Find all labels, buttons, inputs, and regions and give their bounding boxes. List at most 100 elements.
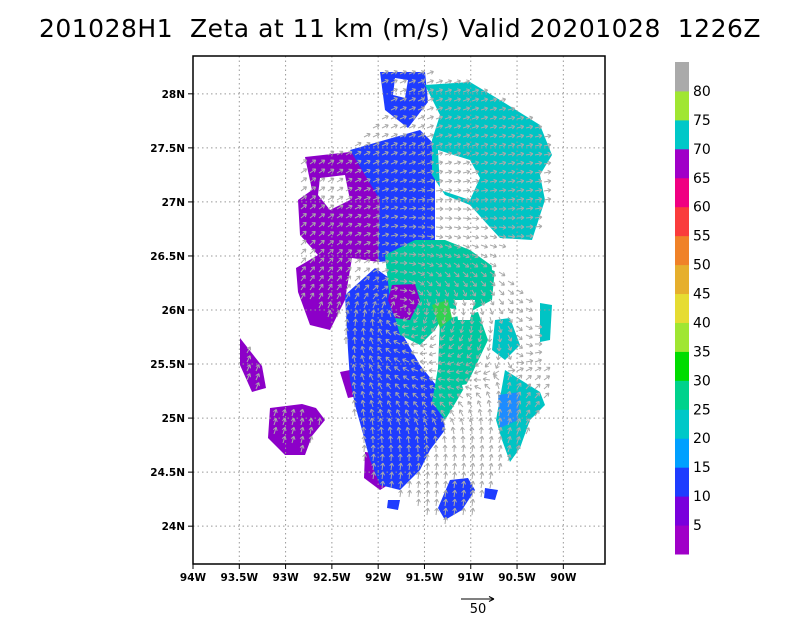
wind-vector — [471, 188, 480, 193]
wind-vector — [387, 426, 393, 435]
wind-vector — [496, 390, 502, 399]
wind-vector — [447, 393, 455, 399]
wind-vector — [354, 249, 362, 255]
wind-vector — [318, 257, 325, 264]
wind-vector — [345, 292, 351, 300]
wind-vector — [361, 318, 367, 327]
wind-vector — [534, 366, 542, 372]
wind-vector — [360, 408, 366, 417]
wind-vector — [309, 177, 317, 183]
wind-vector — [451, 307, 457, 316]
wind-vector — [299, 408, 305, 417]
wind-vector — [534, 392, 541, 399]
wind-vector — [488, 453, 494, 462]
wind-vector — [408, 151, 416, 156]
wind-vector — [489, 169, 498, 175]
lon-tick-label: 90.5W — [498, 572, 536, 584]
wind-vector — [381, 133, 389, 138]
data-gap — [318, 175, 350, 210]
wind-vector — [480, 289, 486, 297]
colorbar-swatch — [675, 177, 689, 208]
wind-vector — [543, 169, 552, 175]
wind-vector — [300, 248, 307, 255]
colorbar-label: 75 — [693, 113, 711, 129]
wind-vector — [498, 106, 507, 112]
wind-vector — [480, 151, 489, 157]
speed-region — [484, 488, 498, 500]
wind-vector — [478, 417, 484, 426]
wind-vector — [534, 124, 543, 130]
wind-vector — [417, 142, 425, 147]
wind-vector — [432, 418, 437, 426]
wind-vector — [425, 489, 430, 498]
wind-vector — [368, 355, 374, 363]
wind-vector — [438, 343, 446, 349]
wind-vector — [473, 377, 482, 383]
wind-vector — [480, 262, 488, 268]
wind-vector — [507, 373, 512, 381]
wind-vector — [419, 367, 428, 373]
wind-vector — [380, 453, 385, 462]
wind-vector — [345, 240, 353, 246]
wind-vector — [516, 215, 525, 221]
wind-vector — [428, 351, 437, 357]
wind-vector — [402, 316, 410, 322]
wind-vector — [498, 206, 507, 212]
wind-vector — [405, 426, 411, 435]
wind-vector — [351, 372, 357, 381]
wind-vector — [398, 462, 403, 471]
wind-vector — [461, 462, 467, 471]
wind-vector — [498, 142, 507, 148]
wind-vector — [462, 88, 471, 94]
wind-vector — [309, 159, 317, 165]
wind-vector — [426, 124, 434, 129]
wind-vector — [534, 214, 543, 220]
wind-vector — [453, 142, 462, 148]
wind-vector — [480, 133, 489, 139]
wind-vector — [462, 115, 471, 121]
wind-vector — [488, 471, 494, 480]
lat-tick-label: 25N — [162, 413, 185, 425]
wind-vector — [444, 106, 452, 111]
wind-vector — [516, 409, 522, 417]
colorbar-swatch — [675, 467, 689, 497]
wind-vector — [488, 444, 494, 453]
colorbar-swatch — [675, 409, 689, 439]
wind-vector — [482, 376, 491, 382]
wind-vector — [309, 266, 315, 273]
wind-vector — [480, 244, 488, 249]
speed-region — [492, 318, 520, 360]
wind-vector — [425, 480, 430, 489]
wind-vector — [471, 289, 477, 297]
wind-vector — [507, 124, 516, 130]
wind-vector — [363, 267, 371, 273]
wind-vector — [507, 368, 516, 373]
wind-vector — [417, 169, 426, 175]
wind-vector — [458, 409, 464, 417]
wind-vector — [426, 169, 435, 175]
wind-vector — [462, 151, 471, 157]
wind-vector — [378, 426, 384, 435]
wind-vector — [351, 345, 357, 354]
wind-vector — [443, 453, 448, 462]
wind-vector — [345, 249, 353, 255]
wind-vector — [488, 417, 493, 426]
wind-vector — [470, 498, 476, 507]
wind-vector — [486, 391, 491, 399]
wind-vector — [498, 234, 507, 240]
wind-vector — [452, 453, 458, 462]
wind-vector — [453, 160, 462, 166]
wind-vector — [336, 159, 344, 165]
wind-vector — [345, 283, 351, 291]
wind-vector — [461, 444, 466, 453]
wind-vector — [425, 498, 430, 507]
wind-vector — [534, 333, 543, 338]
wind-vector — [318, 231, 325, 237]
wind-vector — [381, 214, 390, 220]
wind-vector — [479, 480, 485, 489]
vector-key: 50 — [461, 596, 495, 617]
colorbar-label: 65 — [693, 171, 711, 187]
wind-vector — [516, 196, 525, 202]
wind-vector — [399, 151, 407, 156]
wind-vector — [309, 168, 317, 174]
